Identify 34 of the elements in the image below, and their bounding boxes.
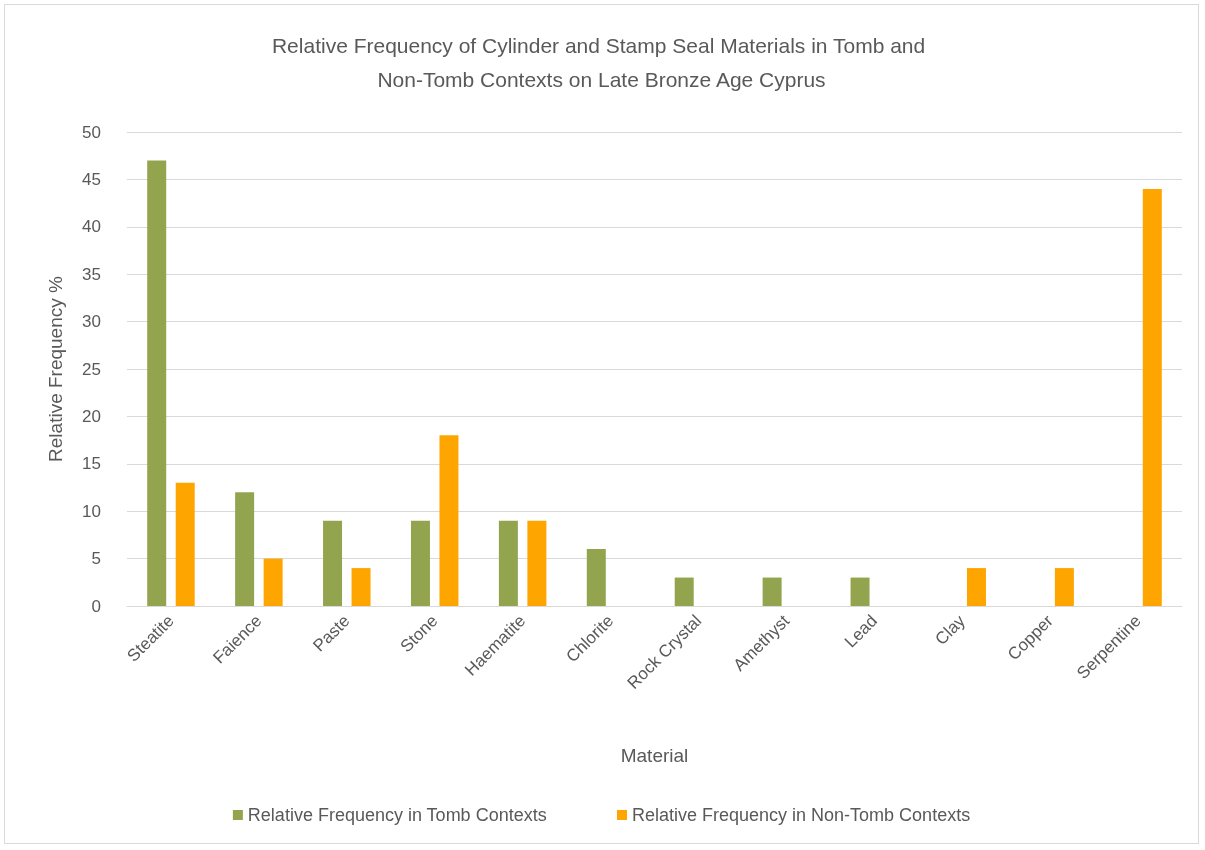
y-axis-title: Relative Frequency % (45, 275, 66, 462)
y-tick-label: 0 (91, 596, 101, 616)
legend-label: Relative Frequency in Non-Tomb Contexts (631, 805, 971, 825)
bar (586, 549, 606, 606)
bar (498, 520, 518, 606)
x-axis-title: Material (620, 745, 689, 766)
y-tick-label: 25 (82, 359, 101, 379)
y-tick-label: 20 (82, 406, 101, 426)
y-tick-label: 10 (82, 501, 101, 521)
chart-title: Relative Frequency of Cylinder and Stamp Seal Materials in Tomb and Non-Tomb Contexts on Late Bronze Age Cyprus (271, 33, 932, 91)
bar (147, 160, 167, 606)
y-tick-label: 30 (82, 312, 101, 332)
bar (439, 435, 459, 606)
bar (351, 568, 371, 606)
bar (263, 558, 283, 606)
bar (674, 577, 694, 606)
y-tick-label: 5 (91, 549, 101, 569)
y-tick-label: 45 (82, 169, 101, 189)
bar (410, 520, 430, 606)
bar (175, 482, 195, 606)
y-tick-label: 50 (82, 122, 101, 142)
y-tick-label: 15 (82, 454, 101, 474)
legend-label: Relative Frequency in Tomb Contexts (247, 805, 547, 825)
x-tick-label: Clay (931, 610, 970, 649)
bar (1054, 568, 1074, 606)
bar (235, 492, 255, 606)
y-tick-label: 35 (82, 264, 101, 284)
bar (527, 520, 547, 606)
bar (323, 520, 343, 606)
bar (1142, 188, 1162, 606)
bar (762, 577, 782, 606)
bar (966, 568, 986, 606)
y-tick-label: 40 (82, 217, 101, 237)
bar (850, 577, 870, 606)
